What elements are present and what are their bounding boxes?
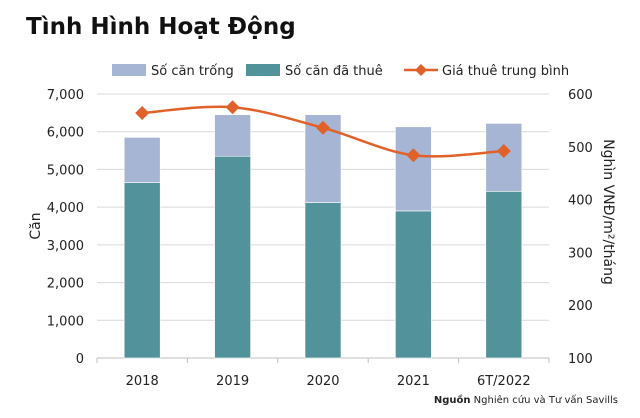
y-right-tick-label: 100: [568, 352, 593, 367]
y-right-tick-label: 300: [568, 246, 593, 261]
bar-occupied: [123, 182, 161, 359]
x-tick-label: 2019: [216, 374, 249, 389]
bar-occupied: [214, 155, 251, 359]
source-label: Nguồn: [433, 395, 471, 406]
x-tick-label: 2021: [397, 374, 430, 389]
bar-vacant: [395, 126, 432, 212]
y-tick-label: 0: [76, 352, 84, 367]
legend-swatch: [246, 64, 280, 76]
x-tick-label: 2020: [306, 374, 339, 389]
x-tick-label: 6T/2022: [477, 374, 531, 389]
chart-title: Tình Hình Hoạt Động: [26, 14, 296, 40]
legend-label: Số căn đã thuê: [285, 64, 383, 79]
bar-occupied: [485, 191, 523, 359]
legend-label: Số căn trống: [151, 64, 234, 79]
price-marker: [496, 144, 511, 159]
price-marker: [135, 106, 150, 121]
x-tick-label: 2018: [126, 374, 159, 389]
price-marker: [225, 100, 240, 115]
bar-vacant: [123, 137, 161, 183]
y-tick-label: 6,000: [47, 126, 84, 141]
source-text: Nghiên cứu và Tư vấn Savills: [473, 395, 618, 406]
price-marker: [406, 148, 421, 163]
legend-marker: [415, 64, 427, 76]
y-tick-label: 5,000: [47, 163, 84, 178]
source-note: Nguồn Nghiên cứu và Tư vấn Savills: [434, 395, 618, 406]
legend-label: Giá thuê trung bình: [442, 64, 569, 79]
y-right-tick-label: 500: [568, 141, 593, 156]
bar-vacant: [214, 114, 251, 157]
y-tick-label: 1,000: [47, 314, 84, 329]
y-axis-label: Căn: [28, 212, 44, 239]
y-tick-label: 4,000: [47, 201, 84, 216]
y-tick-label: 2,000: [47, 277, 84, 292]
legend-swatch: [112, 64, 146, 76]
y-right-tick-label: 200: [568, 299, 593, 314]
y-right-tick-label: 400: [568, 194, 593, 209]
y-right-axis-label: Nghìn VNĐ/m²/tháng: [600, 139, 616, 285]
bar-occupied: [304, 202, 342, 359]
bar-occupied: [395, 210, 432, 359]
y-tick-label: 3,000: [47, 239, 84, 254]
y-tick-label: 7,000: [47, 88, 84, 103]
price-marker: [316, 120, 330, 135]
y-right-tick-label: 600: [568, 88, 593, 103]
